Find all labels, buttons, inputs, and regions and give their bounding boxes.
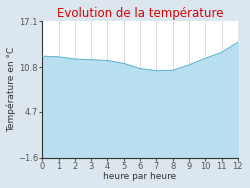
X-axis label: heure par heure: heure par heure <box>104 172 177 181</box>
Title: Evolution de la température: Evolution de la température <box>57 7 223 20</box>
Y-axis label: Température en °C: Température en °C <box>7 47 16 132</box>
